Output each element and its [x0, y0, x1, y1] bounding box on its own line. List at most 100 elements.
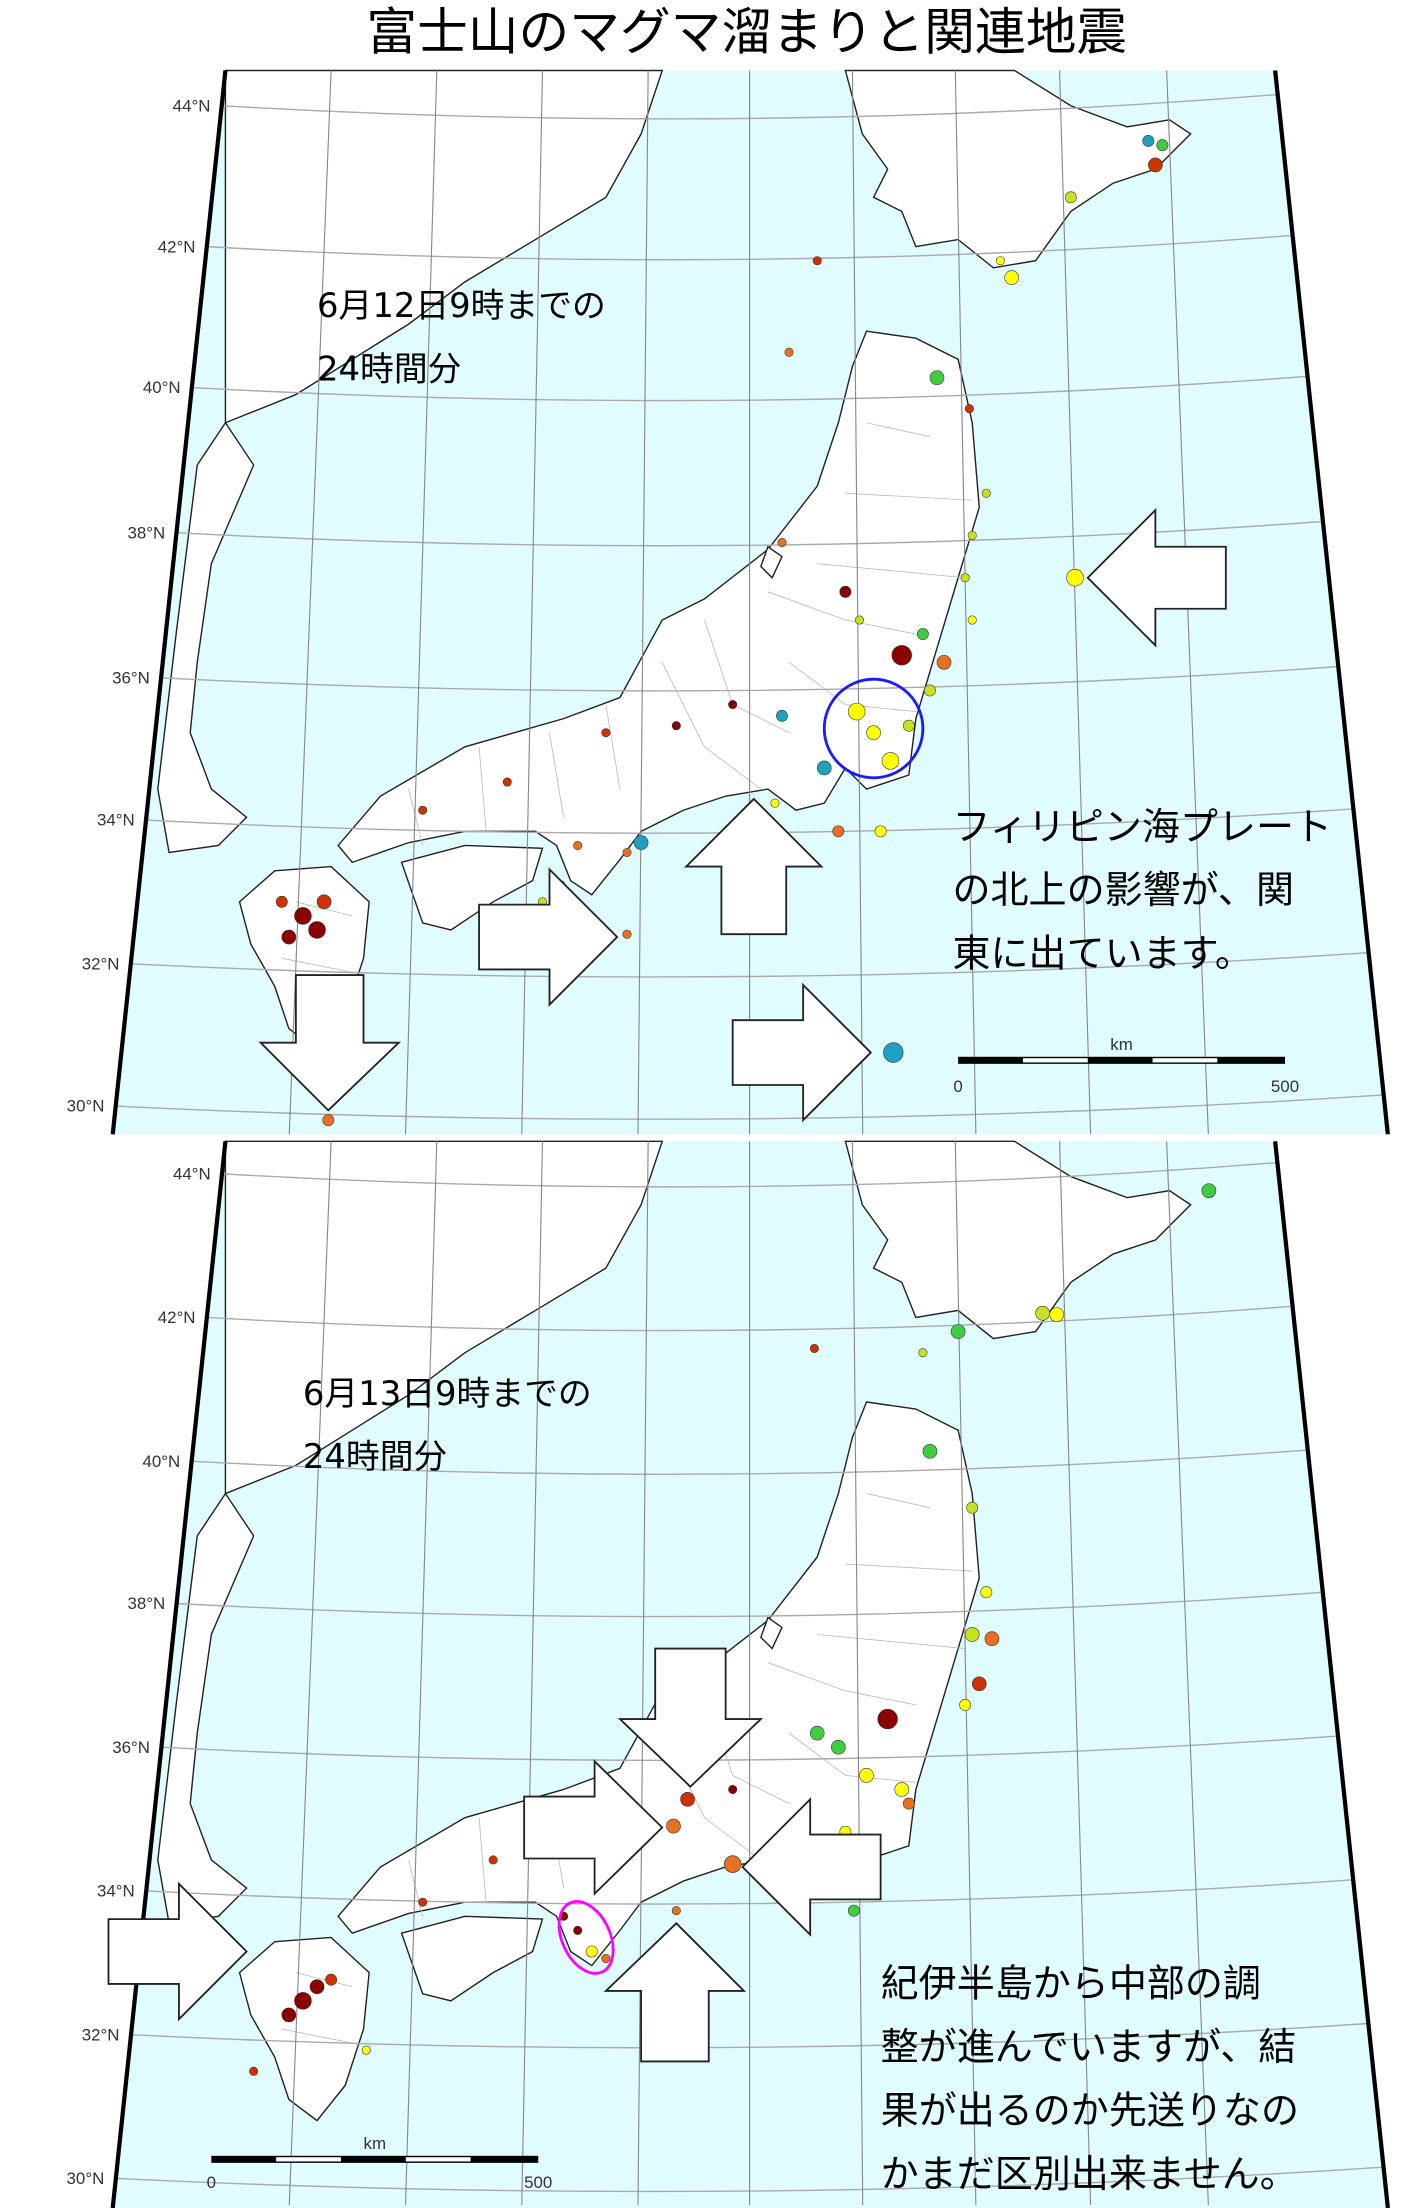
annotation-line: 果が出るのか先送りなの — [881, 2088, 1299, 2132]
annotation-line: 整が進んでいますが、結 — [881, 2025, 1297, 2069]
meridian-line — [521, 1141, 544, 2206]
earthquake-marker — [891, 645, 912, 666]
meridian-line — [404, 1141, 438, 2206]
map-june-12: 44°N 42°N 40°N 38°N 36°N 34°N 32°N 30°N 6月12日9時… — [67, 69, 1390, 1135]
earthquake-marker — [964, 1627, 980, 1642]
earthquake-marker — [322, 1114, 335, 1127]
arrow-up-icon — [603, 1922, 747, 2063]
earthquake-marker — [854, 615, 864, 625]
earthquake-marker — [816, 760, 832, 776]
earthquake-marker — [601, 728, 611, 738]
earthquake-marker — [1066, 569, 1084, 587]
latitude-label: 40°N — [143, 378, 181, 397]
latitude-label: 42°N — [158, 237, 196, 256]
earthquake-marker — [770, 798, 780, 808]
earthquake-marker — [622, 929, 632, 939]
scale-max: 500 — [524, 2173, 552, 2192]
period-label: 6月13日9時までの — [303, 1374, 592, 1413]
meridian-line — [851, 70, 864, 1135]
earthquake-marker — [275, 895, 288, 908]
earthquake-marker — [309, 1979, 325, 1995]
scale-unit: km — [1110, 1035, 1133, 1054]
earthquake-marker — [680, 1792, 695, 1807]
earthquake-marker — [671, 721, 681, 731]
earthquake-marker — [881, 752, 900, 770]
earthquake-marker — [728, 1784, 738, 1794]
earthquake-marker — [1035, 1305, 1050, 1321]
earthquake-marker — [784, 347, 794, 357]
meridian-line — [851, 1141, 864, 2206]
period-label: 24時間分 — [303, 1437, 447, 1476]
earthquake-marker — [728, 700, 738, 710]
earthquake-marker — [966, 1501, 979, 1514]
earthquake-marker — [809, 1343, 819, 1353]
earthquake-marker — [964, 404, 974, 414]
earthquake-marker — [1004, 270, 1019, 285]
arrow-right-icon — [523, 1759, 664, 1896]
earthquake-marker — [984, 1631, 1000, 1647]
latitude-label: 44°N — [173, 1164, 211, 1183]
earthquake-marker — [812, 256, 822, 266]
earthquake-marker — [995, 256, 1005, 266]
scale-min: 0 — [207, 2173, 216, 2192]
latitude-label: 34°N — [97, 811, 135, 830]
period-label: 24時間分 — [317, 349, 461, 388]
earthquake-marker — [633, 835, 649, 850]
scale-bar: km 0 500 — [953, 1035, 1299, 1096]
earthquake-marker — [950, 1324, 966, 1339]
latitude-label: 40°N — [143, 1452, 181, 1471]
earthquake-markers — [249, 1183, 1217, 2076]
meridian-line — [1059, 1141, 1092, 2206]
earthquake-marker — [902, 719, 915, 732]
earthquake-marker — [1049, 1307, 1065, 1322]
arrow-left-icon — [741, 1797, 882, 1937]
latitude-label: 42°N — [158, 1308, 196, 1327]
meridian-line — [404, 70, 438, 1135]
map-june-13: 44°N 42°N 40°N 38°N 36°N 34°N 32°N 30°N km 0 50… — [67, 1140, 1390, 2208]
kanto-highlight-circle — [822, 677, 925, 780]
earthquake-marker — [929, 370, 945, 385]
latitude-label: 34°N — [97, 1882, 135, 1901]
latitude-label: 38°N — [127, 1594, 165, 1613]
earthquake-marker — [281, 929, 297, 945]
earthquake-marker — [959, 1699, 972, 1711]
earthquake-marker — [981, 488, 991, 498]
meridian-line — [954, 1141, 977, 2206]
earthquake-marker — [916, 628, 929, 641]
latitude-label: 30°N — [67, 2169, 105, 2188]
earthquake-marker — [361, 2045, 371, 2055]
earthquake-marker — [1156, 139, 1169, 152]
earthquake-marker — [918, 1348, 928, 1358]
earthquake-marker — [902, 1797, 915, 1810]
earthquake-marker — [847, 1904, 860, 1917]
scale-unit: km — [364, 2134, 387, 2153]
earthquake-marker — [671, 1906, 681, 1916]
earthquake-marker — [281, 2007, 297, 2023]
earthquake-marker — [622, 847, 632, 858]
earthquake-marker — [809, 1725, 825, 1741]
period-label: 6月12日9時までの — [317, 286, 606, 325]
earthquake-marker — [883, 1042, 904, 1063]
earthquake-marker — [294, 907, 312, 925]
arrow-down-icon — [617, 1647, 764, 1788]
earthquake-marker — [877, 1708, 898, 1730]
earthquake-marker — [1064, 191, 1077, 204]
arrow-up-icon — [683, 797, 824, 936]
earthquake-marker — [1148, 157, 1163, 173]
earthquake-marker — [1201, 1183, 1217, 1198]
earthquake-marker — [967, 530, 977, 540]
earthquake-marker — [249, 2066, 259, 2076]
earthquake-marker — [832, 825, 845, 838]
earthquake-marker — [776, 709, 788, 722]
arrow-right-icon — [731, 982, 873, 1123]
earthquake-marker — [777, 538, 787, 548]
earthquake-marker — [874, 825, 887, 838]
meridian-line — [637, 1141, 649, 2206]
earthquake-marker — [866, 725, 881, 741]
earthquake-marker — [325, 1973, 338, 1986]
earthquake-marker — [960, 573, 970, 583]
meridian-line — [288, 1141, 332, 2206]
kii-highlight-ellipse — [557, 1900, 615, 1975]
earthquake-marker — [971, 1676, 987, 1692]
